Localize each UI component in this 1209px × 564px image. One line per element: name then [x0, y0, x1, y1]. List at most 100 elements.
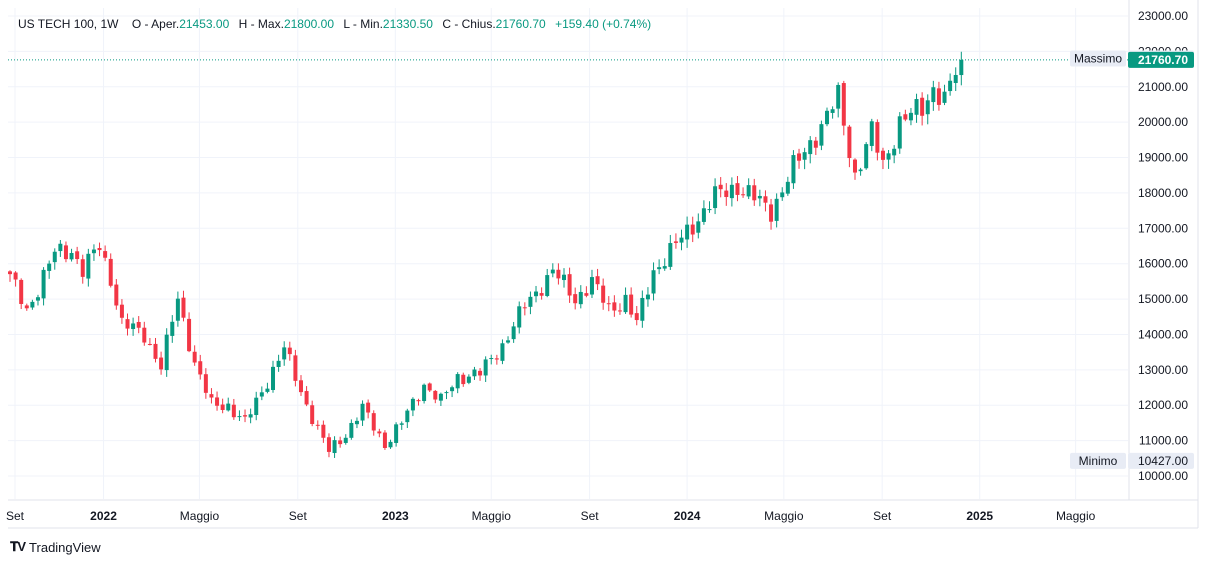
close-key: C - Chius. [442, 17, 496, 31]
close-value: 21760.70 [495, 17, 546, 31]
candle-body [651, 270, 656, 294]
candle-body [825, 110, 830, 125]
tradingview-brand[interactable]: 𝐓V TradingView [10, 539, 101, 555]
candle-body [931, 87, 936, 103]
candle-body [455, 374, 460, 389]
low-marker-value-box [1128, 452, 1194, 469]
candle-body [746, 185, 751, 197]
price-tick-label: 14000.00 [1138, 327, 1188, 341]
candle-body [589, 277, 594, 295]
candle-body [864, 144, 869, 169]
candle-body [254, 397, 259, 416]
candle-body [645, 294, 650, 300]
candle-body [243, 415, 248, 417]
candle-body [908, 112, 913, 121]
candle-body [293, 355, 298, 381]
time-tick-label: Maggio [472, 509, 512, 523]
time-tick-label: Set [581, 509, 600, 523]
candle-body [780, 192, 785, 198]
candle-body [836, 84, 841, 109]
price-tick-label: 12000.00 [1138, 398, 1188, 412]
candle-body [343, 437, 348, 443]
candle-body [422, 384, 427, 402]
candle-body [478, 370, 483, 376]
candle-body [170, 321, 175, 336]
candle-body [920, 97, 925, 116]
candle-body [774, 198, 779, 221]
open-value: 21453.00 [179, 17, 230, 31]
candle-body [58, 243, 63, 252]
candle-body [707, 209, 712, 211]
candle-body [147, 343, 152, 345]
candle-body [802, 152, 807, 160]
candle-body [757, 195, 762, 199]
time-tick-label: 2025 [966, 509, 993, 523]
low-marker-label: Minimo [1079, 454, 1118, 468]
candle-body [701, 208, 706, 222]
candle-body [819, 124, 824, 146]
candle-body [539, 293, 544, 296]
candle-body [114, 284, 119, 306]
candle-body [858, 169, 863, 172]
candle-body [382, 432, 387, 448]
candle-body [925, 100, 930, 115]
candle-body [377, 431, 382, 434]
candle-body [522, 307, 527, 309]
low-value: 21330.50 [382, 17, 433, 31]
candle-body [880, 150, 885, 160]
candle-body [461, 374, 466, 385]
candle-body [595, 276, 600, 285]
candle-body [69, 253, 74, 260]
candle-body [942, 91, 947, 103]
candle-body [763, 196, 768, 203]
candle-body [534, 291, 539, 297]
time-tick-label: Set [6, 509, 25, 523]
candle-body [131, 323, 136, 330]
candle-body [483, 359, 488, 376]
candle-body [813, 140, 818, 148]
time-tick-label: Set [289, 509, 308, 523]
candle-body [282, 347, 287, 360]
price-tick-label: 21000.00 [1138, 80, 1188, 94]
candle-body [24, 305, 29, 309]
candle-body [103, 251, 108, 258]
candle-body [852, 159, 857, 173]
candle-body [41, 269, 46, 299]
candle-body [226, 403, 231, 411]
chart-grid [8, 8, 1128, 499]
candle-body [892, 148, 897, 156]
candle-body [399, 423, 404, 425]
candle-body [438, 393, 443, 401]
candle-body [713, 186, 718, 209]
candle-body [215, 397, 220, 406]
candle-body [8, 271, 12, 275]
candle-body [578, 291, 583, 305]
price-tick-label: 18000.00 [1138, 186, 1188, 200]
price-tick-label: 19000.00 [1138, 151, 1188, 165]
candle-body [808, 140, 813, 155]
candle-body [545, 275, 550, 296]
candle-body [657, 267, 662, 270]
candle-body [248, 414, 253, 418]
candle-body [606, 303, 611, 305]
price-tick-label: 20000.00 [1138, 115, 1188, 129]
price-axis: 23000.0022000.0021000.0020000.0019000.00… [1070, 0, 1199, 528]
candle-body [556, 269, 561, 279]
candle-body [220, 404, 225, 410]
time-tick-label: Maggio [180, 509, 220, 523]
high-marker-label-box [1070, 50, 1126, 67]
candle-body [517, 306, 522, 328]
candle-body [35, 297, 40, 301]
candle-body [886, 153, 891, 160]
change-value: +159.40 (+0.74%) [555, 17, 652, 31]
candle-body [125, 319, 130, 329]
candle-body [433, 390, 438, 400]
candle-body [662, 266, 667, 269]
time-tick-label: 2023 [382, 509, 409, 523]
candle-body [612, 302, 617, 311]
candle-body [276, 360, 281, 367]
candle-body [203, 374, 208, 393]
candle-body [869, 121, 874, 146]
candlestick-series [8, 51, 964, 458]
